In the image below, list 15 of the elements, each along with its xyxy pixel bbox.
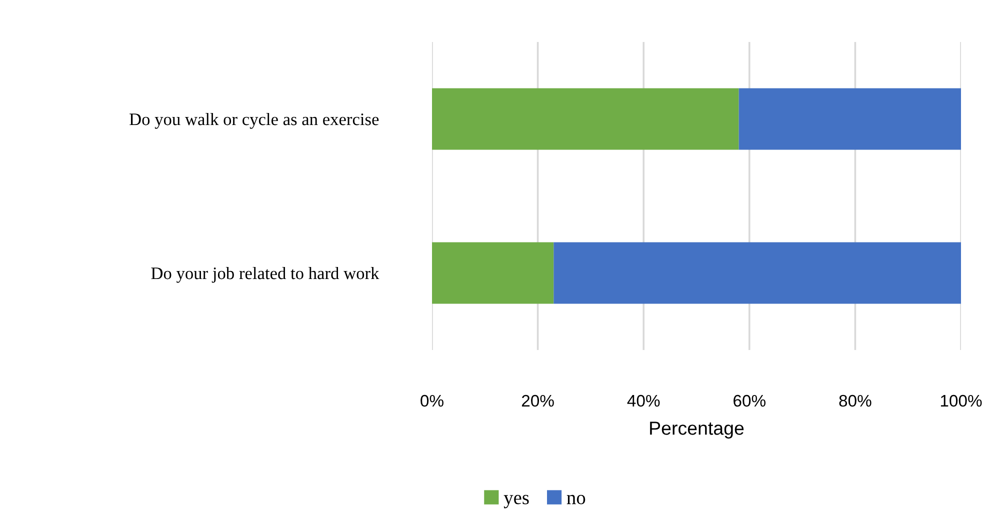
x-tick-label: 0% bbox=[420, 394, 444, 407]
bar bbox=[432, 88, 739, 150]
bar bbox=[554, 242, 961, 304]
x-tick-label: 80% bbox=[839, 394, 872, 407]
y-tick-label: Do your job related to hard work bbox=[151, 266, 380, 283]
bar bbox=[738, 88, 961, 150]
bar bbox=[432, 242, 554, 304]
legend-label: no bbox=[566, 494, 586, 504]
x-tick-label: 60% bbox=[734, 394, 766, 407]
x-axis-title: Percentage bbox=[650, 422, 744, 439]
legend-label: yes bbox=[504, 494, 529, 508]
x-tick-label: 100% bbox=[940, 394, 982, 407]
y-tick-label: Do you walk or cycle as an exercise bbox=[130, 112, 379, 129]
x-tick-label: 20% bbox=[522, 394, 554, 407]
x-tick-label: 40% bbox=[627, 394, 660, 407]
